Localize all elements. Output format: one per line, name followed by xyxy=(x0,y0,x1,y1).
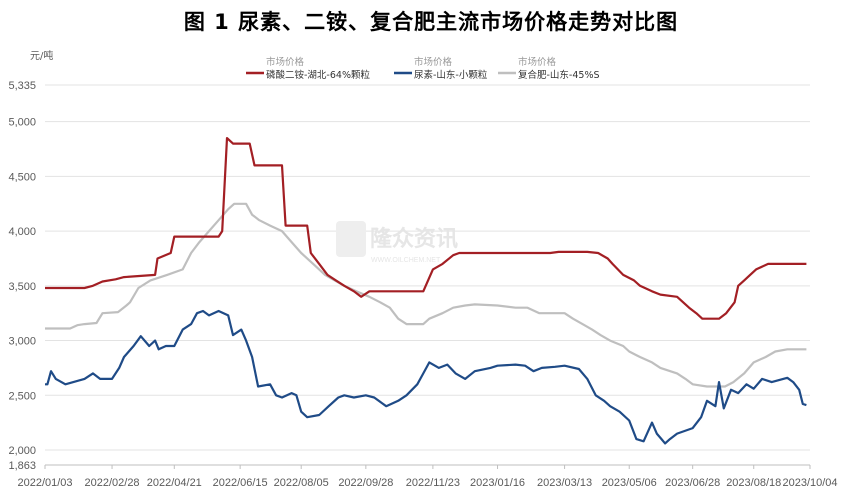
x-tick-label: 2023/08/18 xyxy=(726,477,781,489)
x-tick-label: 2022/08/05 xyxy=(274,477,329,489)
chart-grid xyxy=(45,84,810,466)
y-tick-label: 1,863 xyxy=(8,460,36,472)
series-line-0 xyxy=(45,137,807,320)
watermark-subtext: WWW.OILCHEM.NET xyxy=(371,257,441,264)
series-line-1 xyxy=(45,309,807,445)
y-tick-label: 4,000 xyxy=(8,226,36,238)
x-tick-label: 2022/09/28 xyxy=(338,477,393,489)
series-group xyxy=(45,137,807,445)
x-tick-label: 2022/11/23 xyxy=(406,477,460,489)
legend-label: 尿素-山东-小颗粒 xyxy=(414,69,488,81)
y-tick-label: 2,500 xyxy=(8,390,36,402)
x-tick-label: 2022/02/28 xyxy=(85,477,140,489)
y-axis: 1,863 2,000 2,500 3,000 3,500 4,000 4,500 5,000… xyxy=(8,80,36,472)
y-axis-unit-label: 元/吨 xyxy=(30,49,53,62)
y-tick-label: 4,500 xyxy=(8,171,36,183)
legend-header: 市场价格 xyxy=(518,56,557,68)
y-tick-label: 3,500 xyxy=(8,281,36,293)
watermark-text: 隆众资讯 xyxy=(370,227,458,252)
legend: 市场价格磷酸二铵-湖北-64%颗粒市场价格尿素-山东-小颗粒市场价格复合肥-山东… xyxy=(246,56,600,81)
x-tick-label: 2022/04/21 xyxy=(147,477,202,489)
x-tick-label: 2023/01/16 xyxy=(470,477,525,489)
y-tick-label: 3,000 xyxy=(8,336,36,348)
watermark-logo: 隆众资讯 WWW.OILCHEM.NET xyxy=(336,221,458,264)
legend-label: 复合肥-山东-45%S xyxy=(518,69,600,81)
legend-label: 磷酸二铵-湖北-64%颗粒 xyxy=(266,69,370,81)
legend-header: 市场价格 xyxy=(266,56,305,68)
y-tick-label: 5,335 xyxy=(8,80,36,92)
legend-header: 市场价格 xyxy=(414,56,453,68)
x-tick-label: 2022/06/15 xyxy=(213,477,268,489)
y-tick-label: 2,000 xyxy=(8,445,36,457)
x-tick-label: 2023/10/04 xyxy=(782,477,837,489)
x-tick-label: 2023/03/13 xyxy=(537,477,592,489)
x-tick-label: 2022/01/03 xyxy=(17,477,72,489)
x-axis: 2022/01/03 2022/02/28 2022/04/21 2022/06/15… xyxy=(17,465,838,489)
page-title: 图 1 尿素、二铵、复合肥主流市场价格走势对比图 xyxy=(183,10,679,34)
x-tick-label: 2023/06/28 xyxy=(665,477,720,489)
y-tick-label: 5,000 xyxy=(8,117,36,129)
x-tick-label: 2023/05/06 xyxy=(602,477,657,489)
series-line-2 xyxy=(45,202,807,388)
watermark-logo-icon xyxy=(336,221,366,257)
